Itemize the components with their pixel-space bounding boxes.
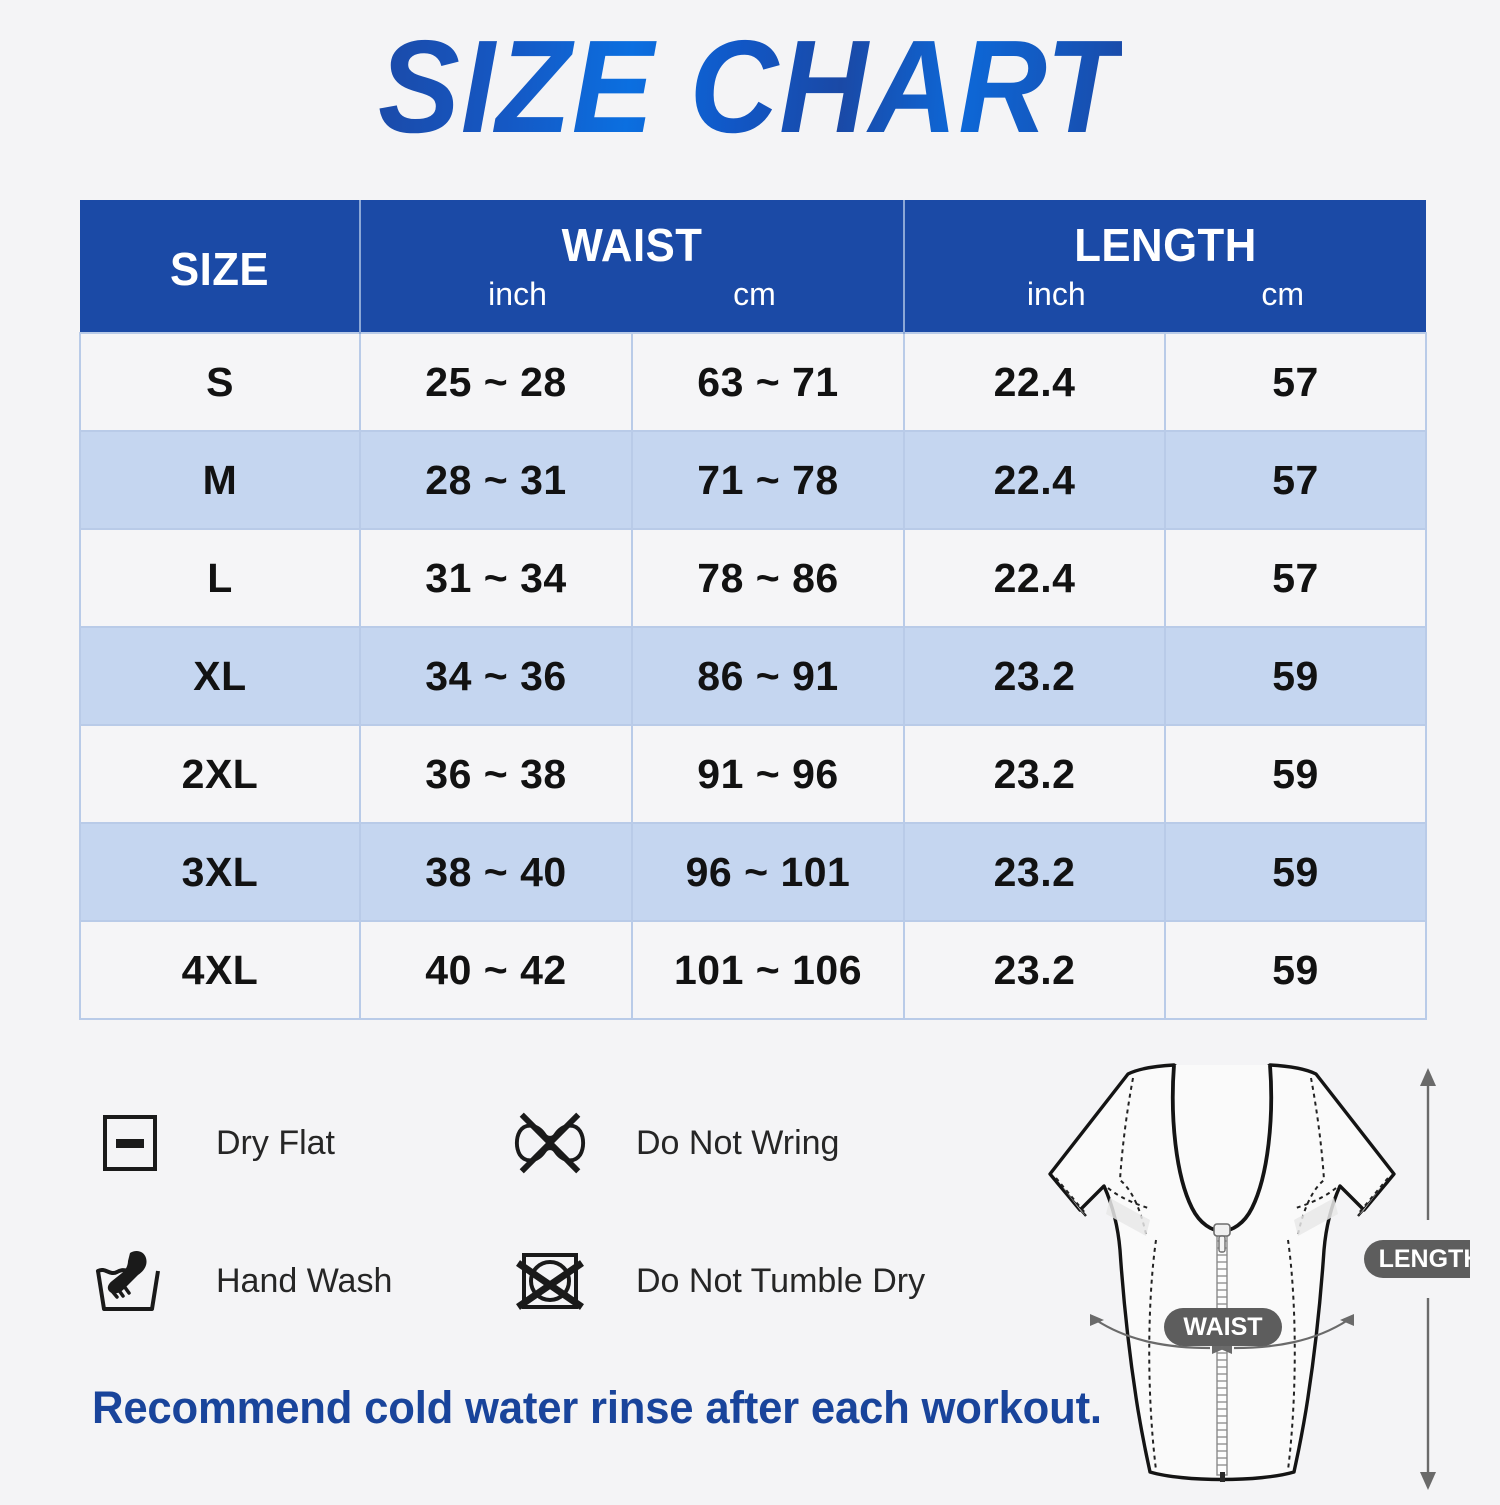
- cell-length-cm: 57: [1164, 528, 1427, 628]
- cell-waist-inch: 25 ~ 28: [359, 332, 633, 432]
- table-row: S 25 ~ 28 63 ~ 71 22.4 57: [79, 332, 1427, 432]
- cell-waist-cm: 96 ~ 101: [631, 822, 905, 922]
- header-title-waist: WAIST: [561, 219, 703, 271]
- care-label-hand-wash: Hand Wash: [216, 1261, 393, 1300]
- header-title-size: SIZE: [169, 243, 270, 295]
- cell-length-cm: 57: [1164, 332, 1427, 432]
- care-label-do-not-wring: Do Not Wring: [636, 1123, 840, 1162]
- table-body: S 25 ~ 28 63 ~ 71 22.4 57 M 28 ~ 31 71 ~ 78 22.4…: [79, 332, 1427, 1020]
- do-not-tumble-dry-icon: [512, 1243, 588, 1319]
- cell-size: 3XL: [79, 822, 361, 922]
- cell-length-inch: 23.2: [903, 724, 1166, 824]
- cell-waist-cm: 86 ~ 91: [631, 626, 905, 726]
- dry-flat-icon: [92, 1105, 168, 1181]
- care-item-hand-wash: Hand Wash: [92, 1243, 512, 1319]
- cell-length-cm: 57: [1164, 430, 1427, 530]
- cell-length-cm: 59: [1164, 724, 1427, 824]
- table-row: 3XL 38 ~ 40 96 ~ 101 23.2 59: [79, 822, 1427, 922]
- header-title-length: LENGTH: [1074, 219, 1257, 271]
- cell-waist-cm: 63 ~ 71: [631, 332, 905, 432]
- cell-waist-cm: 78 ~ 86: [631, 528, 905, 628]
- cell-waist-inch: 31 ~ 34: [359, 528, 633, 628]
- cell-waist-cm: 71 ~ 78: [631, 430, 905, 530]
- length-measure-arrow: [1420, 1068, 1436, 1490]
- header-cell-waist: WAIST inch cm: [359, 200, 904, 333]
- table-row: M 28 ~ 31 71 ~ 78 22.4 57: [79, 430, 1427, 530]
- care-row-2: Hand Wash Do Not Tumble Dry: [92, 1243, 972, 1319]
- cell-length-inch: 22.4: [903, 430, 1166, 530]
- cell-waist-inch: 40 ~ 42: [359, 920, 633, 1020]
- cell-length-inch: 22.4: [903, 332, 1166, 432]
- care-item-do-not-tumble-dry: Do Not Tumble Dry: [512, 1243, 932, 1319]
- header-sub-length-inch: inch: [1026, 276, 1086, 312]
- cell-length-inch: 22.4: [903, 528, 1166, 628]
- svg-text:LENGTH: LENGTH: [1379, 1245, 1470, 1273]
- do-not-wring-icon: [512, 1105, 588, 1181]
- cell-waist-inch: 34 ~ 36: [359, 626, 633, 726]
- cell-waist-inch: 36 ~ 38: [359, 724, 633, 824]
- care-label-do-not-tumble-dry: Do Not Tumble Dry: [636, 1261, 926, 1300]
- table-row: 4XL 40 ~ 42 101 ~ 106 23.2 59: [79, 920, 1427, 1020]
- table-header-row: SIZE WAIST inch cm LENGTH inch cm: [80, 200, 1426, 333]
- care-instructions-section: Dry Flat Do Not Wring: [92, 1105, 972, 1381]
- care-row-1: Dry Flat Do Not Wring: [92, 1105, 972, 1181]
- page-title-container: SIZE CHART: [0, 13, 1500, 160]
- recommendation-text: Recommend cold water rinse after each wo…: [92, 1382, 1102, 1433]
- cell-length-inch: 23.2: [903, 822, 1166, 922]
- care-item-dry-flat: Dry Flat: [92, 1105, 512, 1181]
- cell-size: L: [79, 528, 361, 628]
- cell-waist-cm: 101 ~ 106: [631, 920, 905, 1020]
- header-subrow-waist: inch cm: [361, 278, 903, 310]
- garment-illustration: WAIST LENGTH: [960, 1058, 1496, 1500]
- table-row: 2XL 36 ~ 38 91 ~ 96 23.2 59: [79, 724, 1427, 824]
- table-header: SIZE WAIST inch cm LENGTH inch cm: [80, 200, 1426, 333]
- cell-length-cm: 59: [1164, 626, 1427, 726]
- size-chart-table: SIZE WAIST inch cm LENGTH inch cm S 25 ~ …: [79, 200, 1427, 1020]
- svg-text:WAIST: WAIST: [1183, 1313, 1262, 1341]
- waist-badge: WAIST: [1164, 1308, 1282, 1346]
- header-sub-length-cm: cm: [1261, 276, 1305, 312]
- header-cell-size: SIZE: [80, 200, 360, 333]
- waist-measure-arrows: [1090, 1314, 1354, 1354]
- cell-size: 2XL: [79, 724, 361, 824]
- cell-size: XL: [79, 626, 361, 726]
- table-row: XL 34 ~ 36 86 ~ 91 23.2 59: [79, 626, 1427, 726]
- length-badge: LENGTH: [1364, 1240, 1496, 1278]
- header-subrow-length: inch cm: [905, 278, 1426, 310]
- table-row: L 31 ~ 34 78 ~ 86 22.4 57: [79, 528, 1427, 628]
- cell-waist-inch: 38 ~ 40: [359, 822, 633, 922]
- cell-waist-cm: 91 ~ 96: [631, 724, 905, 824]
- cell-size: 4XL: [79, 920, 361, 1020]
- care-label-dry-flat: Dry Flat: [216, 1123, 335, 1162]
- cell-length-cm: 59: [1164, 920, 1427, 1020]
- cell-length-inch: 23.2: [903, 920, 1166, 1020]
- cell-waist-inch: 28 ~ 31: [359, 430, 633, 530]
- header-cell-length: LENGTH inch cm: [903, 200, 1426, 333]
- garment-outline: [1048, 1063, 1396, 1482]
- header-sub-waist-inch: inch: [488, 276, 547, 312]
- header-sub-waist-cm: cm: [733, 276, 776, 312]
- cell-size: M: [79, 430, 361, 530]
- care-item-do-not-wring: Do Not Wring: [512, 1105, 932, 1181]
- cell-length-inch: 23.2: [903, 626, 1166, 726]
- cell-size: S: [79, 332, 361, 432]
- cell-length-cm: 59: [1164, 822, 1427, 922]
- hand-wash-icon: [92, 1243, 168, 1319]
- page-title: SIZE CHART: [378, 13, 1122, 160]
